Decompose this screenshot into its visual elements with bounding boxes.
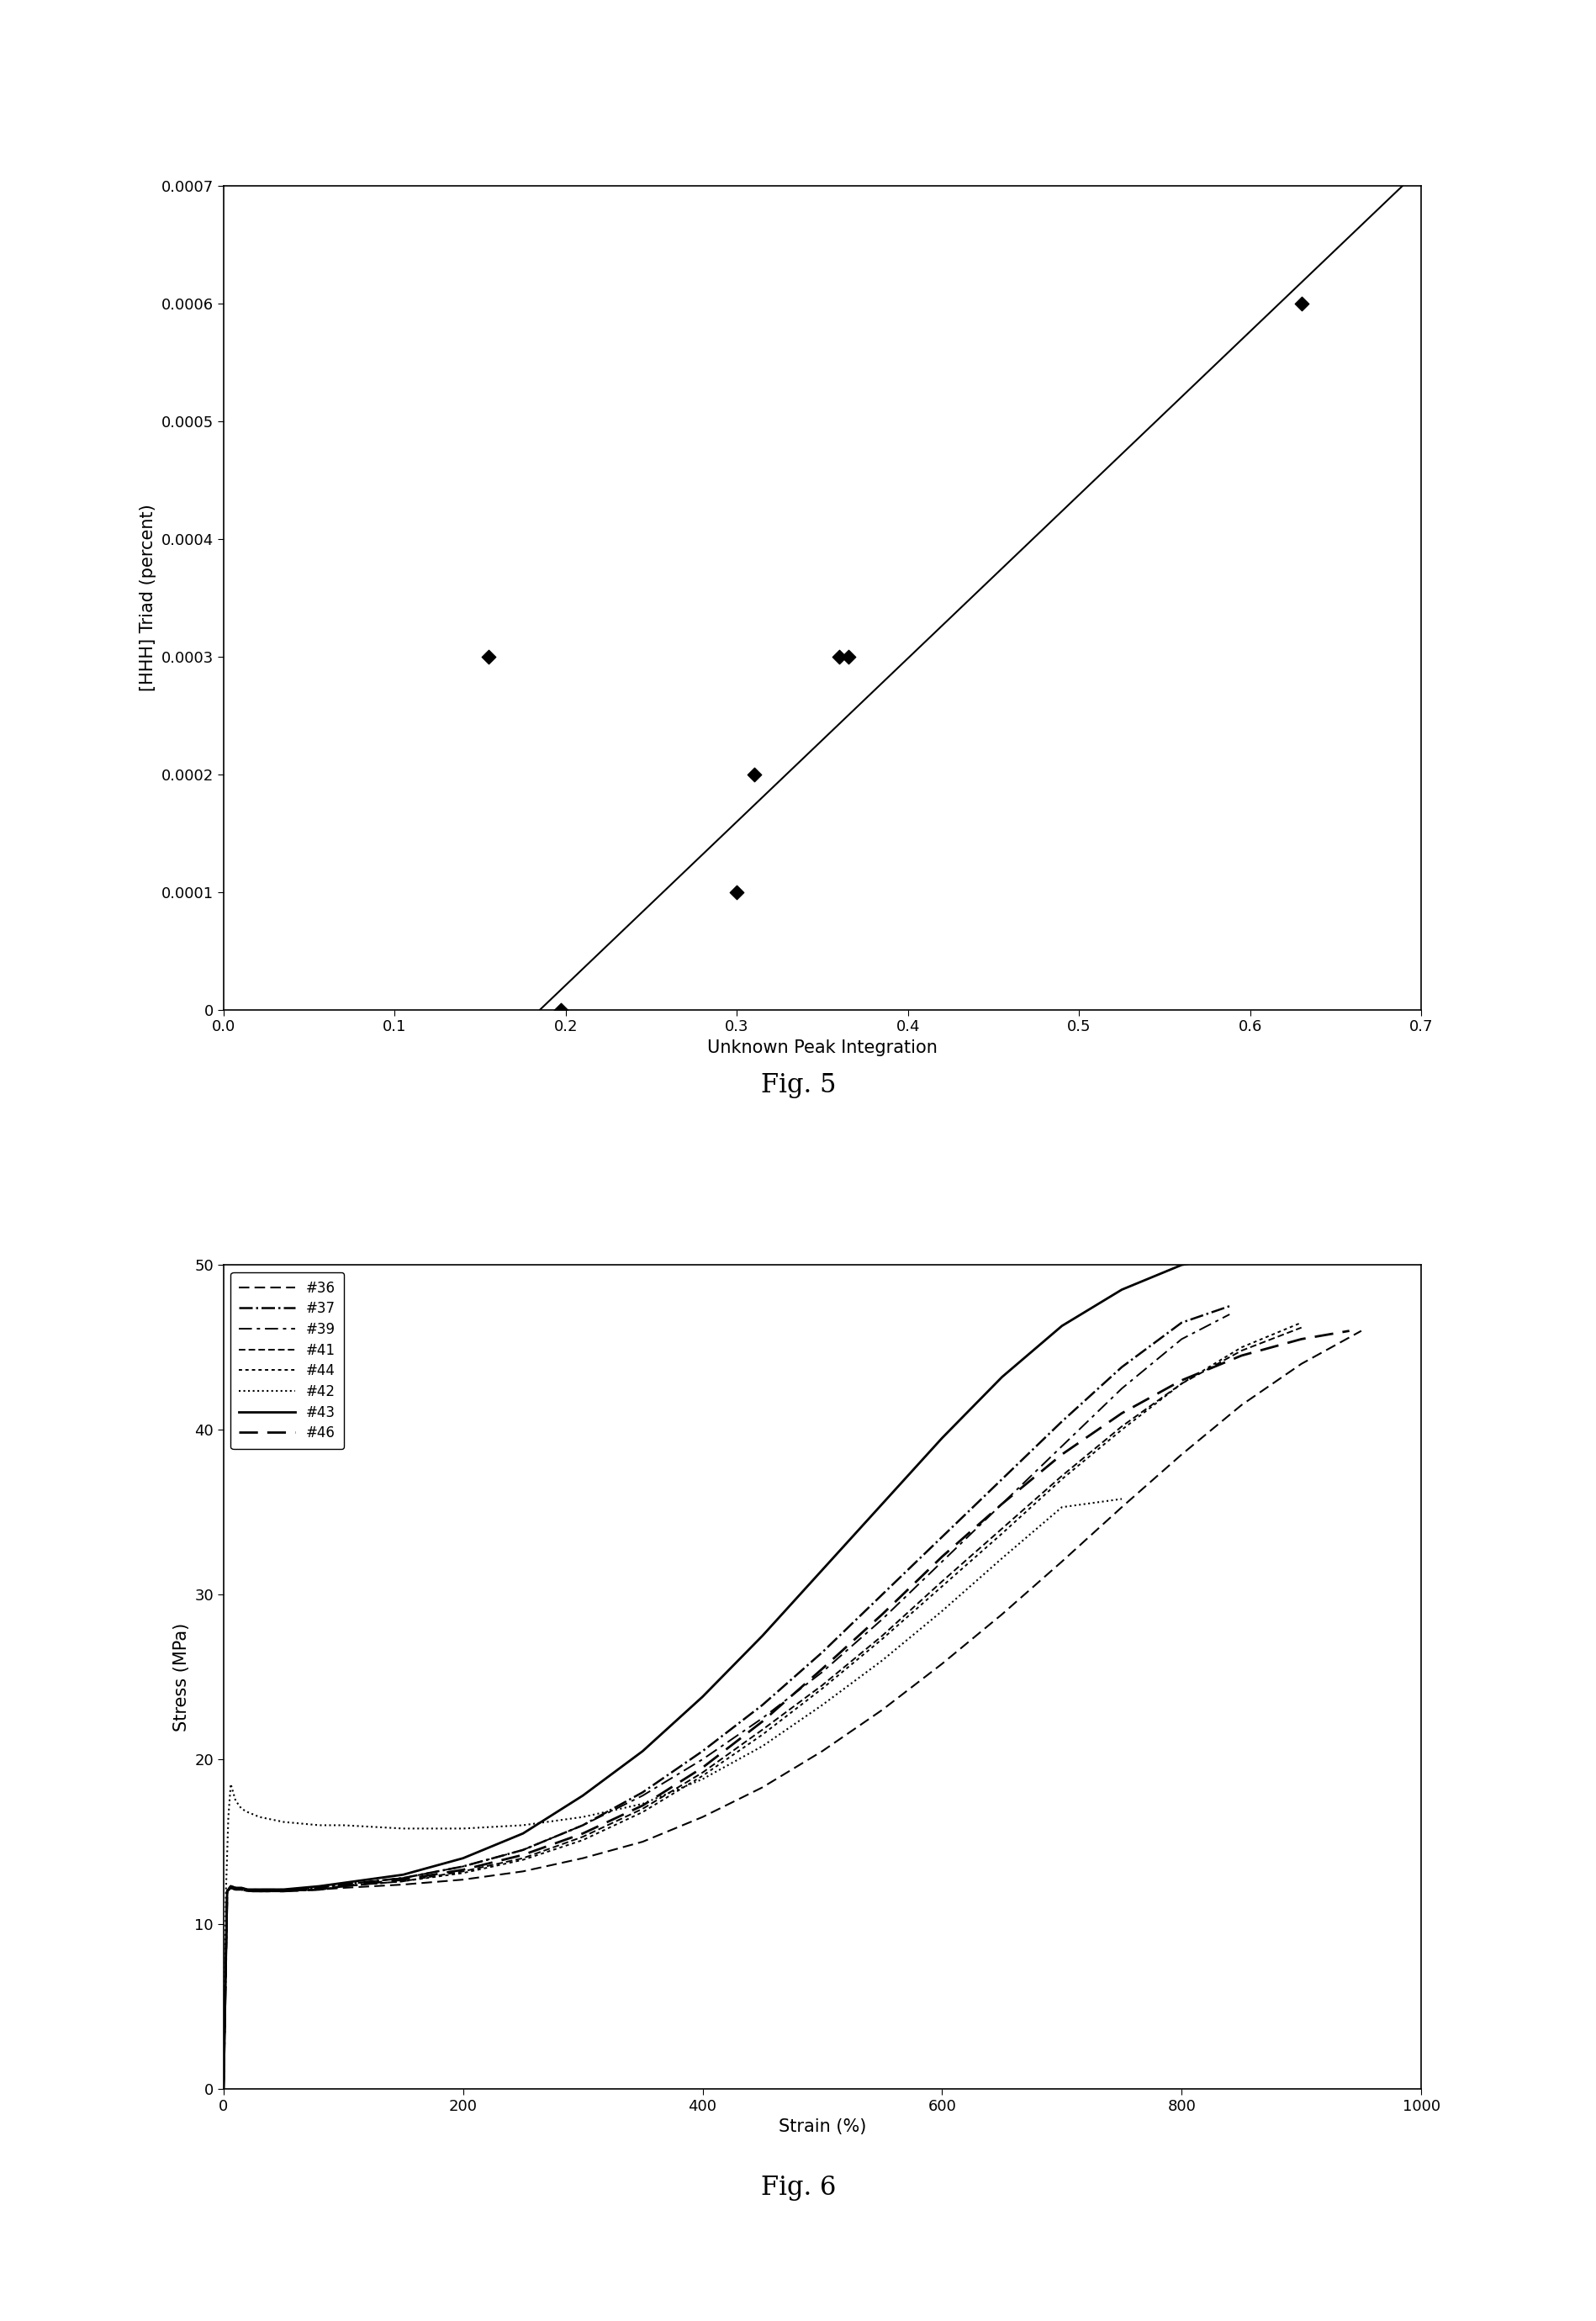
Text: Fig. 5: Fig. 5 (760, 1072, 836, 1098)
Point (835, 638, 860, 675)
Point (1288, 285, 1314, 323)
Point (827, 638, 852, 675)
Y-axis label: [HHH] Triad (percent): [HHH] Triad (percent) (140, 504, 156, 692)
Text: Fig. 6: Fig. 6 (760, 2175, 836, 2200)
Y-axis label: Stress (MPa): Stress (MPa) (172, 1622, 190, 1731)
X-axis label: Strain (%): Strain (%) (779, 2119, 865, 2135)
Point (476, 638, 501, 675)
X-axis label: Unknown Peak Integration: Unknown Peak Integration (707, 1040, 937, 1056)
Point (741, 757, 766, 794)
Legend: #36, #37, #39, #41, #44, #42, #43, #46: #36, #37, #39, #41, #44, #42, #43, #46 (230, 1272, 343, 1448)
Point (547, 991, 573, 1028)
Point (723, 873, 749, 910)
